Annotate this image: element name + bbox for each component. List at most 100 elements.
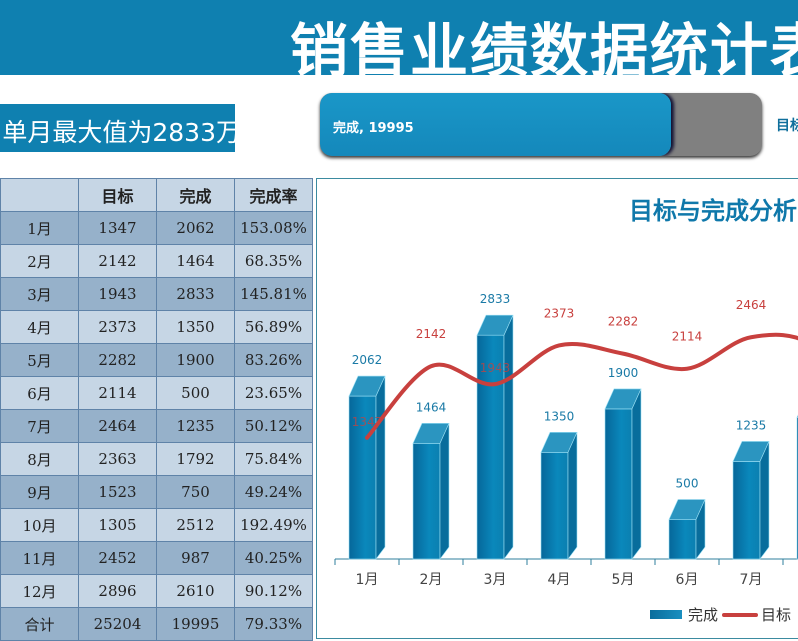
- table-cell: 1305: [78, 508, 157, 542]
- table-total-row: 合计 25204 19995 79.33%: [0, 607, 313, 641]
- legend-line-swatch: [722, 612, 759, 617]
- table-cell: 2142: [78, 244, 157, 278]
- bar-data-label: 1235: [736, 418, 767, 432]
- line-data-label: 2464: [736, 298, 767, 312]
- table-cell: 500: [156, 376, 235, 410]
- x-tick-label: 3月: [484, 572, 507, 588]
- bar-side: [567, 432, 578, 560]
- bar-side: [439, 423, 450, 560]
- table-cell: 11月: [0, 541, 79, 575]
- legend-label: 目标: [761, 606, 792, 624]
- page-title: 销售业绩数据统计表: [290, 17, 798, 75]
- table-cell: 1792: [156, 442, 235, 476]
- table-cell: 750: [156, 475, 235, 509]
- chart-panel: 目标与完成分析 1月 2062 2月 1464 3月 2833 4月 1350 5月 1900 6月…: [316, 178, 798, 639]
- table-cell: 19995: [156, 607, 235, 641]
- table-cell: 2464: [78, 409, 157, 443]
- sales-table: 目标 完成 完成率 1月 1347 2062 153.08% 2月 2142 1464 68.…: [0, 178, 313, 641]
- table-cell: 12月: [0, 574, 79, 608]
- chart-svg: 1月 2062 2月 1464 3月 2833 4月 1350 5月 1900 6月 500 7月 123…: [334, 292, 798, 588]
- table-row: 4月 2373 1350 56.89%: [0, 310, 313, 344]
- completion-progress-bar: 完成, 19995: [320, 93, 762, 156]
- bar-data-label: 2062: [352, 353, 383, 367]
- bar-side: [375, 375, 386, 560]
- table-cell: 1235: [156, 409, 235, 443]
- x-tick-label: 6月: [676, 572, 699, 588]
- table-cell: 1347: [78, 211, 157, 245]
- line-data-label: 1943: [480, 361, 511, 375]
- progress-label: 完成, 19995: [333, 121, 414, 136]
- table-row: 9月 1523 750 49.24%: [0, 475, 313, 509]
- table-row: 12月 2896 2610 90.12%: [0, 574, 313, 608]
- table-cell: 56.89%: [234, 310, 313, 344]
- table-cell: 1464: [156, 244, 235, 278]
- bar-front: [540, 452, 569, 560]
- target-line: [365, 332, 798, 440]
- bar-data-label: 1464: [416, 400, 447, 414]
- table-row: 1月 1347 2062 153.08%: [0, 211, 313, 245]
- bar-front: [668, 519, 697, 560]
- bar-data-label: 1350: [544, 409, 575, 423]
- table-cell: 83.26%: [234, 343, 313, 377]
- bar-side: [759, 441, 770, 560]
- bar-front: [732, 461, 761, 560]
- table-cell: 192.49%: [234, 508, 313, 542]
- table-cell: 49.24%: [234, 475, 313, 509]
- max-value-note: 单月最大值为2833万: [0, 104, 235, 152]
- bar-side: [695, 499, 706, 560]
- table-cell: 10月: [0, 508, 79, 542]
- table-row: 6月 2114 500 23.65%: [0, 376, 313, 410]
- table-row: 2月 2142 1464 68.35%: [0, 244, 313, 278]
- line-data-label: 1347: [352, 415, 383, 429]
- title-banner: 销售业绩数据统计表: [0, 0, 798, 75]
- table-cell: 6月: [0, 376, 79, 410]
- max-value-text: 单月最大值为2833万: [2, 118, 235, 147]
- table-cell: 2363: [78, 442, 157, 476]
- progress-target-label: 目标: [776, 118, 798, 134]
- table-cell: 3月: [0, 277, 79, 311]
- line-data-label: 2142: [416, 327, 447, 341]
- legend-bar-swatch: [650, 610, 682, 619]
- table-cell: 2610: [156, 574, 235, 608]
- table-cell: 2062: [156, 211, 235, 245]
- table-cell: 25204: [78, 607, 157, 641]
- line-data-label: 2373: [544, 306, 575, 320]
- chart-legend: 完成 目标: [650, 604, 791, 625]
- bar-side: [631, 388, 642, 560]
- table-row: 7月 2464 1235 50.12%: [0, 409, 313, 443]
- table-row: 8月 2363 1792 75.84%: [0, 442, 313, 476]
- table-cell: 153.08%: [234, 211, 313, 245]
- bar-data-label: 500: [676, 477, 699, 491]
- x-tick-label: 4月: [548, 572, 571, 588]
- table-cell: 4月: [0, 310, 79, 344]
- line-data-label: 2114: [672, 330, 703, 344]
- table-cell: 1900: [156, 343, 235, 377]
- bar-data-label: 2833: [480, 292, 511, 306]
- table-cell: 合计: [0, 607, 79, 641]
- table-cell: 2373: [78, 310, 157, 344]
- table-cell: 68.35%: [234, 244, 313, 278]
- table-cell: 75.84%: [234, 442, 313, 476]
- table-header-row: 目标 完成 完成率: [0, 178, 313, 212]
- table-cell: 9月: [0, 475, 79, 509]
- table-cell: 50.12%: [234, 409, 313, 443]
- header-cell: 完成率: [234, 178, 313, 212]
- table-cell: 7月: [0, 409, 79, 443]
- table-cell: 145.81%: [234, 277, 313, 311]
- table-cell: 40.25%: [234, 541, 313, 575]
- x-tick-label: 2月: [420, 572, 443, 588]
- x-tick-label: 1月: [356, 572, 379, 588]
- header-cell: [0, 178, 79, 212]
- table-cell: 2月: [0, 244, 79, 278]
- table-row: 3月 1943 2833 145.81%: [0, 277, 313, 311]
- table-cell: 987: [156, 541, 235, 575]
- progress-fill: [320, 93, 671, 156]
- line-data-label: 2282: [608, 315, 639, 329]
- table-cell: 1月: [0, 211, 79, 245]
- table-cell: 2512: [156, 508, 235, 542]
- bar-front: [412, 443, 441, 560]
- x-tick-label: 5月: [612, 572, 635, 588]
- table-row: 10月 1305 2512 192.49%: [0, 508, 313, 542]
- bar-data-label: 1900: [608, 366, 639, 380]
- table-cell: 8月: [0, 442, 79, 476]
